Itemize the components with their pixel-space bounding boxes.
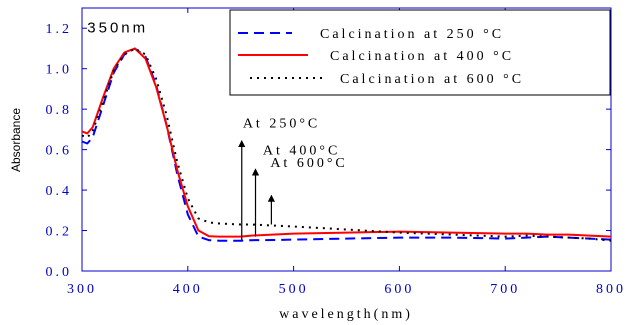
plot-frame <box>81 7 612 272</box>
y-tick-label: 0.0 <box>46 265 73 280</box>
y-tick-label: 1.2 <box>46 22 73 37</box>
x-tick-label: 300 <box>67 282 97 297</box>
x-tick-label: 500 <box>279 282 309 297</box>
y-tick-label: 1.0 <box>46 63 73 78</box>
x-axis-ticks: 300 400 500 600 700 800 <box>67 8 626 297</box>
temperature-annotation: At 250°C <box>243 116 320 131</box>
legend-label-600: Calcination at 600 °C <box>340 72 524 87</box>
x-axis-label: wavelength(nm) <box>279 307 413 322</box>
y-tick-label: 0.4 <box>46 184 73 199</box>
temperature-annotation: At 600°C <box>270 156 347 171</box>
legend-label-250: Calcination at 250 °C <box>320 27 504 42</box>
x-tick-label: 700 <box>490 282 520 297</box>
legend-box <box>229 9 611 96</box>
temperature-annotation: At 400°C <box>263 144 340 159</box>
series-layer <box>81 47 612 242</box>
x-tick-label: 800 <box>596 282 626 297</box>
y-tick-label: 0.2 <box>46 225 73 240</box>
peak-annotation: 350nm <box>87 19 148 36</box>
y-axis-ticks: 0.0 0.2 0.4 0.6 0.8 1.0 1.2 <box>46 22 611 280</box>
y-tick-label: 0.6 <box>46 144 73 159</box>
legend: Calcination at 250 °C Calcination at 400… <box>229 9 611 96</box>
series-line-0 <box>81 47 612 242</box>
y-tick-label: 0.8 <box>46 103 73 118</box>
x-tick-label: 400 <box>173 282 203 297</box>
series-line-2 <box>81 47 612 242</box>
y-axis-label: Absorbance <box>9 108 23 172</box>
series-line-1 <box>81 47 612 238</box>
annotation-layer: 350nm At 250°C At 400°CAt 600°C <box>87 19 347 241</box>
x-tick-label: 600 <box>384 282 414 297</box>
legend-label-400: Calcination at 400 °C <box>330 49 514 64</box>
